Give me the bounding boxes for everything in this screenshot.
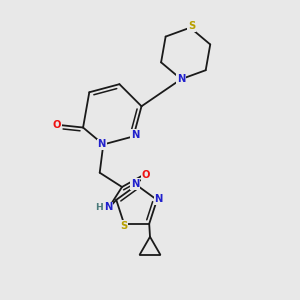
Text: N: N — [177, 74, 185, 84]
Text: S: S — [188, 21, 195, 31]
Text: H: H — [95, 203, 103, 212]
Text: N: N — [154, 194, 163, 204]
Text: N: N — [131, 130, 139, 140]
Text: N: N — [104, 202, 112, 212]
Text: O: O — [53, 120, 61, 130]
Text: S: S — [120, 221, 128, 231]
Text: N: N — [131, 179, 139, 189]
Text: O: O — [142, 170, 150, 180]
Text: N: N — [98, 140, 106, 149]
